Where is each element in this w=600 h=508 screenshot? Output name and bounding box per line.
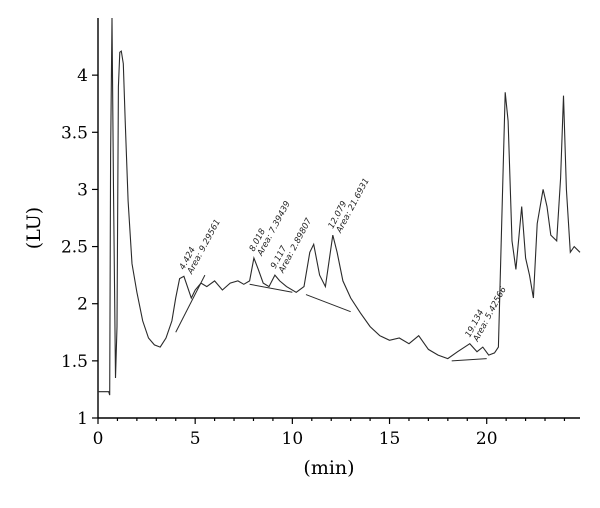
x-tick-label: 5 bbox=[190, 429, 201, 449]
y-tick-label: 1.5 bbox=[61, 352, 88, 372]
plot-area bbox=[98, 17, 581, 396]
y-tick-label: 2 bbox=[77, 295, 88, 315]
peak-baseline bbox=[451, 358, 487, 362]
y-axis-title: (LU) bbox=[23, 207, 45, 249]
x-axis-title: (min) bbox=[303, 457, 354, 479]
x-tick-label: 20 bbox=[476, 429, 498, 449]
y-tick-label: 4 bbox=[77, 66, 88, 86]
y-tick-label: 3 bbox=[77, 180, 88, 200]
axes: 1 1.5 2 2.5 3 3.5 4 0 5 10 15 20 bbox=[61, 18, 580, 449]
x-tick-label: 15 bbox=[379, 429, 401, 449]
x-tick-label: 0 bbox=[93, 429, 104, 449]
peak-baseline bbox=[249, 283, 293, 293]
y-tick-label: 2.5 bbox=[61, 238, 88, 258]
x-tick-label: 10 bbox=[282, 429, 304, 449]
integration-baselines bbox=[175, 274, 487, 362]
chromatogram-trace bbox=[98, 17, 581, 396]
y-tick-label: 1 bbox=[77, 409, 88, 429]
peak-baseline bbox=[305, 294, 351, 313]
y-tick-label: 3.5 bbox=[61, 123, 88, 143]
